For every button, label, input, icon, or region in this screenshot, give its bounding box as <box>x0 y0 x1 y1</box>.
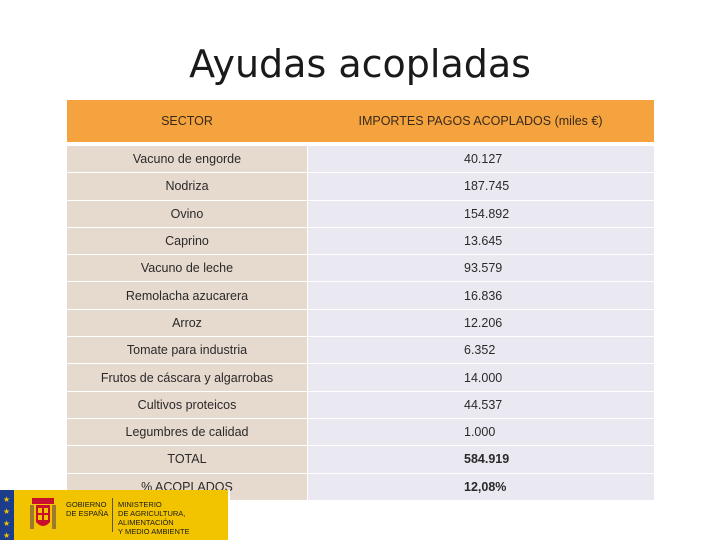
importe-cell: 1.000 <box>307 418 654 446</box>
total-label: TOTAL <box>67 446 307 473</box>
sector-cell: Caprino <box>67 227 307 255</box>
importe-cell: 13.645 <box>307 227 654 255</box>
table-row: Ovino 154.892 <box>67 200 654 228</box>
importe-cell: 40.127 <box>307 146 654 173</box>
coat-of-arms-icon <box>30 498 56 529</box>
table-row: Frutos de cáscara y algarrobas 14.000 <box>67 364 654 392</box>
sector-cell: Ovino <box>67 200 307 227</box>
sector-cell: Vacuno de leche <box>67 255 307 282</box>
total-value: 584.919 <box>307 446 654 473</box>
sector-cell: Arroz <box>67 309 307 337</box>
header-importes: IMPORTES PAGOS ACOPLADOS (miles €) <box>358 114 603 128</box>
importe-cell: 44.537 <box>307 391 654 418</box>
importe-cell: 12.206 <box>307 309 654 337</box>
payments-table: SECTOR IMPORTES PAGOS ACOPLADOS (miles €… <box>67 100 654 501</box>
table-row: Tomate para industria 6.352 <box>67 337 654 365</box>
table-row: Legumbres de calidad 1.000 <box>67 418 654 447</box>
svg-text:★: ★ <box>3 495 10 504</box>
importe-cell: 93.579 <box>307 255 654 282</box>
header-sector: SECTOR <box>161 114 213 128</box>
sector-cell: Legumbres de calidad <box>67 418 307 446</box>
importe-cell: 154.892 <box>307 200 654 227</box>
page-title: Ayudas acopladas <box>189 42 531 86</box>
table-row: Arroz 12.206 <box>67 309 654 338</box>
svg-text:★: ★ <box>3 519 10 528</box>
sector-cell: Tomate para industria <box>67 337 307 364</box>
sector-cell: Vacuno de engorde <box>67 146 307 173</box>
sector-cell: Remolacha azucarera <box>67 282 307 309</box>
ministerio-text: MINISTERIO DE AGRICULTURA, ALIMENTACIÓN … <box>118 500 190 536</box>
total-row: TOTAL 584.919 <box>67 446 654 474</box>
sector-cell: Frutos de cáscara y algarrobas <box>67 364 307 391</box>
government-logo: ★ ★ ★ ★ GOBIERNO DE ESPAÑA MINISTERIO DE… <box>0 490 230 540</box>
svg-text:★: ★ <box>3 531 10 540</box>
table-header: SECTOR IMPORTES PAGOS ACOPLADOS (miles €… <box>67 100 654 142</box>
svg-text:★: ★ <box>3 507 10 516</box>
table-row: Vacuno de engorde 40.127 <box>67 146 654 174</box>
importe-cell: 187.745 <box>307 173 654 200</box>
table-row: Nodriza 187.745 <box>67 173 654 201</box>
sector-cell: Nodriza <box>67 173 307 200</box>
gobierno-text: GOBIERNO DE ESPAÑA <box>66 500 109 518</box>
logo-divider <box>112 498 113 532</box>
table-row: Caprino 13.645 <box>67 227 654 256</box>
percent-value: 12,08% <box>307 473 654 500</box>
importe-cell: 16.836 <box>307 282 654 309</box>
table-row: Cultivos proteicos 44.537 <box>67 391 654 419</box>
importe-cell: 6.352 <box>307 337 654 364</box>
sector-cell: Cultivos proteicos <box>67 391 307 418</box>
eu-flag-icon: ★ ★ ★ ★ <box>0 490 14 540</box>
table-row: Vacuno de leche 93.579 <box>67 255 654 283</box>
importe-cell: 14.000 <box>307 364 654 391</box>
table-row: Remolacha azucarera 16.836 <box>67 282 654 310</box>
